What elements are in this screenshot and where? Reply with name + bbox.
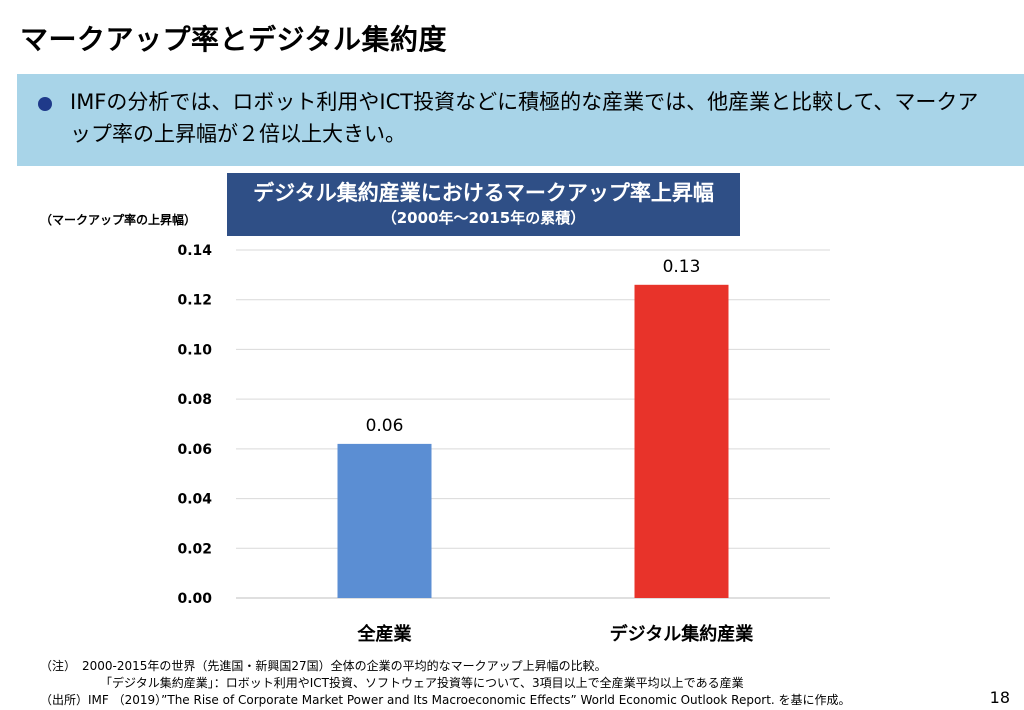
x-category-label: デジタル集約産業 <box>610 623 755 645</box>
chart-title-box: デジタル集約産業におけるマークアップ率上昇幅 （2000年～2015年の累積） <box>227 173 740 236</box>
y-tick-label: 0.02 <box>177 541 212 557</box>
y-axis-label: （マークアップ率の上昇幅） <box>40 213 197 227</box>
x-category-label: 全産業 <box>357 623 413 645</box>
data-label: 0.06 <box>366 416 404 436</box>
page-number: 18 <box>989 688 1010 707</box>
chart-subtitle: （2000年～2015年の累積） <box>381 209 586 227</box>
summary-text: IMFの分析では、ロボット利用やICT投資などに積極的な産業では、他産業と比較し… <box>70 90 979 146</box>
bar-1 <box>337 443 432 598</box>
source-note: （出所）IMF （2019）”The Rise of Corporate Mar… <box>40 693 851 707</box>
chart-title: デジタル集約産業におけるマークアップ率上昇幅 <box>253 181 714 205</box>
data-label: 0.13 <box>663 257 701 277</box>
y-tick-label: 0.12 <box>177 293 212 309</box>
y-tick-label: 0.10 <box>177 342 212 358</box>
note-2: 「デジタル集約産業」：ロボット利用やICT投資、ソフトウェア投資等について、3項… <box>100 676 744 690</box>
bar-chart: 0.00 0.02 0.04 0.06 0.08 0.10 0.12 0.14 0.06 全産業 0… <box>177 243 830 645</box>
note-1: （注） 2000-2015年の世界（先進国・新興国27国）全体の企業の平均的なマ… <box>40 659 607 673</box>
bar-2 <box>634 284 729 598</box>
y-tick-label: 0.14 <box>177 243 212 259</box>
bullet-icon <box>38 97 52 111</box>
slide-title: マークアップ率とデジタル集約度 <box>20 23 447 56</box>
y-tick-label: 0.06 <box>177 442 212 458</box>
summary-box <box>17 74 1024 166</box>
y-tick-label: 0.04 <box>177 492 212 508</box>
y-tick-label: 0.00 <box>177 591 212 607</box>
y-tick-label: 0.08 <box>177 392 212 408</box>
